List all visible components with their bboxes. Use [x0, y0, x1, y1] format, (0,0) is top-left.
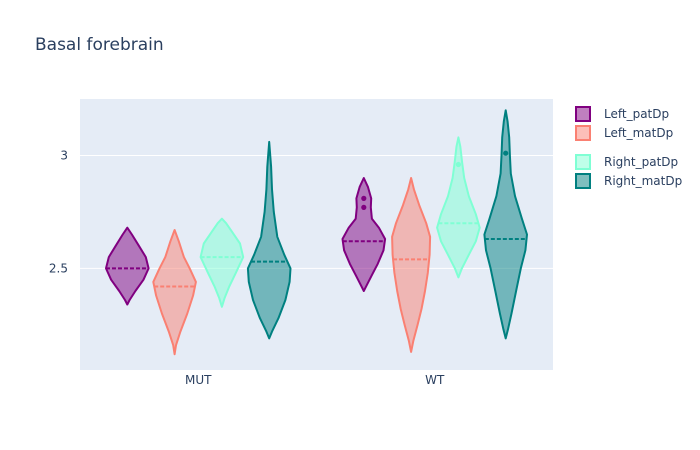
- legend-item-Left_matDp[interactable]: Left_matDp: [575, 125, 673, 141]
- violin-point: [503, 150, 509, 156]
- legend-swatch: [575, 106, 591, 122]
- legend-item-Right_patDp[interactable]: Right_patDp: [575, 154, 678, 170]
- violin-point: [361, 204, 367, 210]
- legend-item-Right_matDp[interactable]: Right_matDp: [575, 173, 682, 189]
- chart-title: Basal forebrain: [35, 35, 164, 55]
- legend-swatch: [575, 173, 591, 189]
- violin-point: [455, 161, 461, 168]
- violin-Right_matDp-WT: [483, 109, 528, 340]
- violin-point: [361, 195, 367, 201]
- legend-label: Left_matDp: [604, 126, 673, 140]
- legend-label: Right_matDp: [604, 174, 682, 188]
- violin-Left_patDp-MUT: [105, 226, 150, 306]
- y-tick-labels: 2.53: [49, 148, 68, 275]
- plot-area: [80, 99, 553, 370]
- x-tick-label: MUT: [185, 373, 212, 387]
- legend-label: Left_patDp: [604, 107, 669, 121]
- legend-label: Right_patDp: [604, 155, 678, 169]
- legend-item-Left_patDp[interactable]: Left_patDp: [575, 106, 669, 122]
- y-tick-label: 2.5: [49, 261, 68, 275]
- violins: [105, 109, 528, 356]
- legend-swatch: [575, 154, 591, 170]
- x-tick-label: WT: [425, 373, 445, 387]
- legend-swatch: [575, 125, 591, 141]
- violin-Left_matDp-MUT: [152, 229, 197, 356]
- violin-Left_matDp-WT: [391, 177, 432, 353]
- y-tick-label: 3: [60, 148, 68, 162]
- violin-Left_patDp-WT: [341, 177, 387, 292]
- violin-Right_patDp-WT: [436, 136, 481, 279]
- x-tick-labels: MUT WT: [185, 373, 445, 387]
- violin-Right_matDp-MUT: [246, 140, 292, 340]
- legend[interactable]: Left_patDp Left_matDp Right_patDp Right_mat…: [575, 106, 682, 189]
- violin-Right_patDp-MUT: [199, 217, 245, 308]
